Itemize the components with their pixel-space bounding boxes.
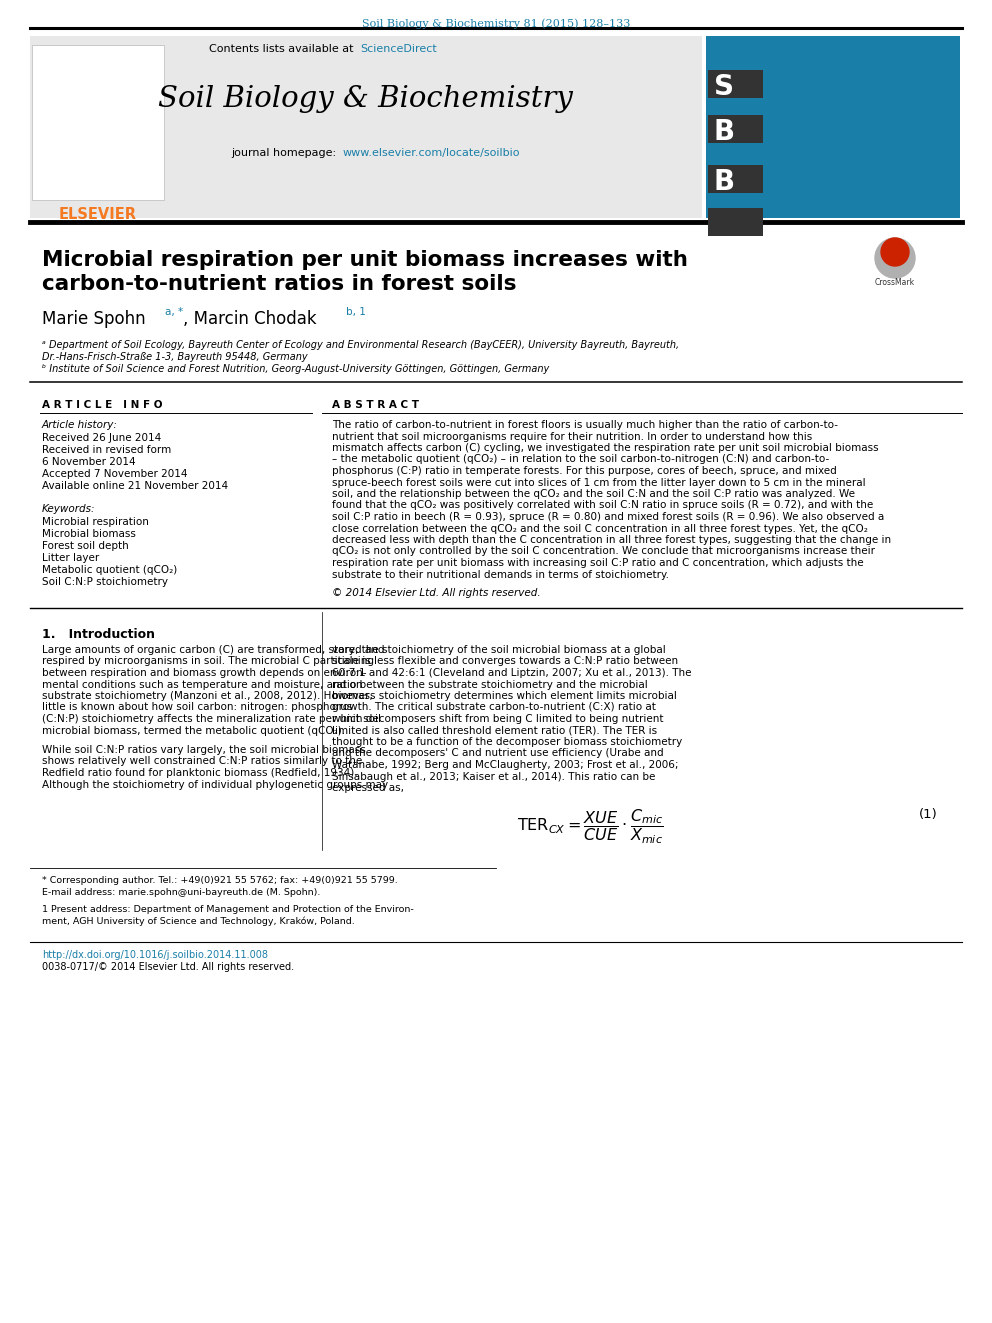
Text: ELSEVIER: ELSEVIER	[59, 206, 137, 222]
Text: limited is also called threshold element ratio (TER). The TER is: limited is also called threshold element…	[332, 725, 657, 736]
Text: b, 1: b, 1	[346, 307, 366, 318]
Text: Litter layer: Litter layer	[42, 553, 99, 564]
Text: between respiration and biomass growth depends on environ-: between respiration and biomass growth d…	[42, 668, 366, 677]
Text: mental conditions such as temperature and moisture, and on: mental conditions such as temperature an…	[42, 680, 362, 689]
Text: http://dx.doi.org/10.1016/j.soilbio.2014.11.008: http://dx.doi.org/10.1016/j.soilbio.2014…	[42, 950, 268, 960]
Text: nutrient that soil microorganisms require for their nutrition. In order to under: nutrient that soil microorganisms requir…	[332, 431, 812, 442]
Text: found that the qCO₂ was positively correlated with soil C:N ratio in spruce soil: found that the qCO₂ was positively corre…	[332, 500, 873, 511]
Text: scale is less flexible and converges towards a C:N:P ratio between: scale is less flexible and converges tow…	[332, 656, 679, 667]
Text: respired by microorganisms in soil. The microbial C partitioning: respired by microorganisms in soil. The …	[42, 656, 374, 667]
Text: Microbial respiration: Microbial respiration	[42, 517, 149, 527]
Text: * Corresponding author. Tel.: +49(0)921 55 5762; fax: +49(0)921 55 5799.: * Corresponding author. Tel.: +49(0)921 …	[42, 876, 398, 885]
Text: 1.   Introduction: 1. Introduction	[42, 628, 155, 642]
Text: $\mathrm{TER}_{CX} = \dfrac{XUE}{CUE} \cdot \dfrac{C_{mic}}{X_{mic}}$: $\mathrm{TER}_{CX} = \dfrac{XUE}{CUE} \c…	[517, 808, 664, 847]
FancyBboxPatch shape	[32, 45, 164, 200]
FancyBboxPatch shape	[708, 115, 763, 143]
Text: CrossMark: CrossMark	[875, 278, 915, 287]
Text: © 2014 Elsevier Ltd. All rights reserved.: © 2014 Elsevier Ltd. All rights reserved…	[332, 587, 541, 598]
Text: 1 Present address: Department of Management and Protection of the Environ-: 1 Present address: Department of Managem…	[42, 905, 414, 914]
Text: Accepted 7 November 2014: Accepted 7 November 2014	[42, 468, 187, 479]
Text: B: B	[714, 168, 735, 196]
Text: phosphorus (C:P) ratio in temperate forests. For this purpose, cores of beech, s: phosphorus (C:P) ratio in temperate fore…	[332, 466, 836, 476]
Text: Received in revised form: Received in revised form	[42, 445, 172, 455]
Text: Received 26 June 2014: Received 26 June 2014	[42, 433, 162, 443]
FancyBboxPatch shape	[708, 70, 763, 98]
Text: ᵃ Department of Soil Ecology, Bayreuth Center of Ecology and Environmental Resea: ᵃ Department of Soil Ecology, Bayreuth C…	[42, 340, 680, 351]
Text: 0038-0717/© 2014 Elsevier Ltd. All rights reserved.: 0038-0717/© 2014 Elsevier Ltd. All right…	[42, 962, 294, 972]
Text: Available online 21 November 2014: Available online 21 November 2014	[42, 482, 228, 491]
Circle shape	[875, 238, 915, 278]
Text: Marie Spohn: Marie Spohn	[42, 310, 146, 328]
Text: Sinsabaugh et al., 2013; Kaiser et al., 2014). This ratio can be: Sinsabaugh et al., 2013; Kaiser et al., …	[332, 771, 656, 782]
Text: expressed as,: expressed as,	[332, 783, 404, 792]
Text: decreased less with depth than the C concentration in all three forest types, su: decreased less with depth than the C con…	[332, 534, 891, 545]
Text: carbon-to-nutrient ratios in forest soils: carbon-to-nutrient ratios in forest soil…	[42, 274, 517, 294]
Circle shape	[881, 238, 909, 266]
Text: Large amounts of organic carbon (C) are transformed, stored and: Large amounts of organic carbon (C) are …	[42, 646, 385, 655]
Text: Soil Biology & Biochemistry 81 (2015) 128–133: Soil Biology & Biochemistry 81 (2015) 12…	[362, 19, 630, 29]
Text: a, *: a, *	[165, 307, 184, 318]
Text: (C:N:P) stoichiometry affects the mineralization rate per unit soil: (C:N:P) stoichiometry affects the minera…	[42, 714, 381, 724]
Text: qCO₂ is not only controlled by the soil C concentration. We conclude that microo: qCO₂ is not only controlled by the soil …	[332, 546, 875, 557]
Text: Dr.-Hans-Frisch-Straße 1-3, Bayreuth 95448, Germany: Dr.-Hans-Frisch-Straße 1-3, Bayreuth 954…	[42, 352, 308, 363]
FancyBboxPatch shape	[706, 36, 960, 218]
Text: Metabolic quotient (qCO₂): Metabolic quotient (qCO₂)	[42, 565, 178, 576]
Text: A R T I C L E   I N F O: A R T I C L E I N F O	[42, 400, 163, 410]
Text: vary, the stoichiometry of the soil microbial biomass at a global: vary, the stoichiometry of the soil micr…	[332, 646, 666, 655]
Text: soil, and the relationship between the qCO₂ and the soil C:N and the soil C:P ra: soil, and the relationship between the q…	[332, 490, 855, 499]
Text: While soil C:N:P ratios vary largely, the soil microbial biomass: While soil C:N:P ratios vary largely, th…	[42, 745, 366, 755]
Text: ment, AGH University of Science and Technology, Kraków, Poland.: ment, AGH University of Science and Tech…	[42, 917, 355, 926]
Text: mismatch affects carbon (C) cycling, we investigated the respiration rate per un: mismatch affects carbon (C) cycling, we …	[332, 443, 879, 452]
Text: ratio between the substrate stoichiometry and the microbial: ratio between the substrate stoichiometr…	[332, 680, 648, 689]
Text: Contents lists available at: Contents lists available at	[209, 44, 357, 54]
Text: Soil C:N:P stoichiometry: Soil C:N:P stoichiometry	[42, 577, 168, 587]
Text: microbial biomass, termed the metabolic quotient (qCO₂).: microbial biomass, termed the metabolic …	[42, 725, 345, 736]
Text: – the metabolic quotient (qCO₂) – in relation to the soil carbon-to-nitrogen (C:: – the metabolic quotient (qCO₂) – in rel…	[332, 455, 829, 464]
Text: B: B	[714, 118, 735, 146]
Text: (1): (1)	[920, 808, 938, 822]
Text: respiration rate per unit biomass with increasing soil C:P ratio and C concentra: respiration rate per unit biomass with i…	[332, 558, 864, 568]
Text: Microbial biomass: Microbial biomass	[42, 529, 136, 538]
Text: A B S T R A C T: A B S T R A C T	[332, 400, 419, 410]
Text: Forest soil depth: Forest soil depth	[42, 541, 129, 550]
FancyBboxPatch shape	[708, 208, 763, 235]
Text: The ratio of carbon-to-nutrient in forest floors is usually much higher than the: The ratio of carbon-to-nutrient in fores…	[332, 419, 838, 430]
Text: 6 November 2014: 6 November 2014	[42, 456, 136, 467]
FancyBboxPatch shape	[30, 36, 702, 218]
Text: thought to be a function of the decomposer biomass stoichiometry: thought to be a function of the decompos…	[332, 737, 682, 747]
Text: soil C:P ratio in beech (R = 0.93), spruce (R = 0.80) and mixed forest soils (R : soil C:P ratio in beech (R = 0.93), spru…	[332, 512, 884, 523]
Text: journal homepage:: journal homepage:	[231, 148, 340, 157]
Text: little is known about how soil carbon: nitrogen: phosphorus: little is known about how soil carbon: n…	[42, 703, 352, 713]
Text: close correlation between the qCO₂ and the soil C concentration in all three for: close correlation between the qCO₂ and t…	[332, 524, 868, 533]
Text: Redfield ratio found for planktonic biomass (Redfield, 1934).: Redfield ratio found for planktonic biom…	[42, 767, 358, 778]
Text: Watanabe, 1992; Berg and McClaugherty, 2003; Frost et al., 2006;: Watanabe, 1992; Berg and McClaugherty, 2…	[332, 759, 679, 770]
FancyBboxPatch shape	[708, 165, 763, 193]
Text: substrate to their nutritional demands in terms of stoichiometry.: substrate to their nutritional demands i…	[332, 569, 669, 579]
Text: and the decomposers' C and nutrient use efficiency (Urabe and: and the decomposers' C and nutrient use …	[332, 749, 664, 758]
Text: Article history:: Article history:	[42, 419, 118, 430]
Text: spruce-beech forest soils were cut into slices of 1 cm from the litter layer dow: spruce-beech forest soils were cut into …	[332, 478, 866, 487]
Text: growth. The critical substrate carbon-to-nutrient (C:X) ratio at: growth. The critical substrate carbon-to…	[332, 703, 656, 713]
Text: Keywords:: Keywords:	[42, 504, 95, 515]
Text: , Marcin Chodak: , Marcin Chodak	[183, 310, 316, 328]
Text: 60:7:1 and 42:6:1 (Cleveland and Liptzin, 2007; Xu et al., 2013). The: 60:7:1 and 42:6:1 (Cleveland and Liptzin…	[332, 668, 691, 677]
Text: which decomposers shift from being C limited to being nutrient: which decomposers shift from being C lim…	[332, 714, 664, 724]
Text: www.elsevier.com/locate/soilbio: www.elsevier.com/locate/soilbio	[343, 148, 521, 157]
Text: S: S	[714, 73, 734, 101]
Text: biomass stoichiometry determines which element limits microbial: biomass stoichiometry determines which e…	[332, 691, 677, 701]
Text: Although the stoichiometry of individual phylogenetic groups may: Although the stoichiometry of individual…	[42, 779, 388, 790]
Text: Soil Biology & Biochemistry: Soil Biology & Biochemistry	[158, 85, 572, 112]
Text: ᵇ Institute of Soil Science and Forest Nutrition, Georg-August-University Göttin: ᵇ Institute of Soil Science and Forest N…	[42, 364, 550, 374]
Text: ScienceDirect: ScienceDirect	[360, 44, 436, 54]
Text: Microbial respiration per unit biomass increases with: Microbial respiration per unit biomass i…	[42, 250, 687, 270]
Text: shows relatively well constrained C:N:P ratios similarly to the: shows relatively well constrained C:N:P …	[42, 757, 362, 766]
Text: substrate stoichiometry (Manzoni et al., 2008, 2012). However,: substrate stoichiometry (Manzoni et al.,…	[42, 691, 373, 701]
Text: E-mail address: marie.spohn@uni-bayreuth.de (M. Spohn).: E-mail address: marie.spohn@uni-bayreuth…	[42, 888, 320, 897]
